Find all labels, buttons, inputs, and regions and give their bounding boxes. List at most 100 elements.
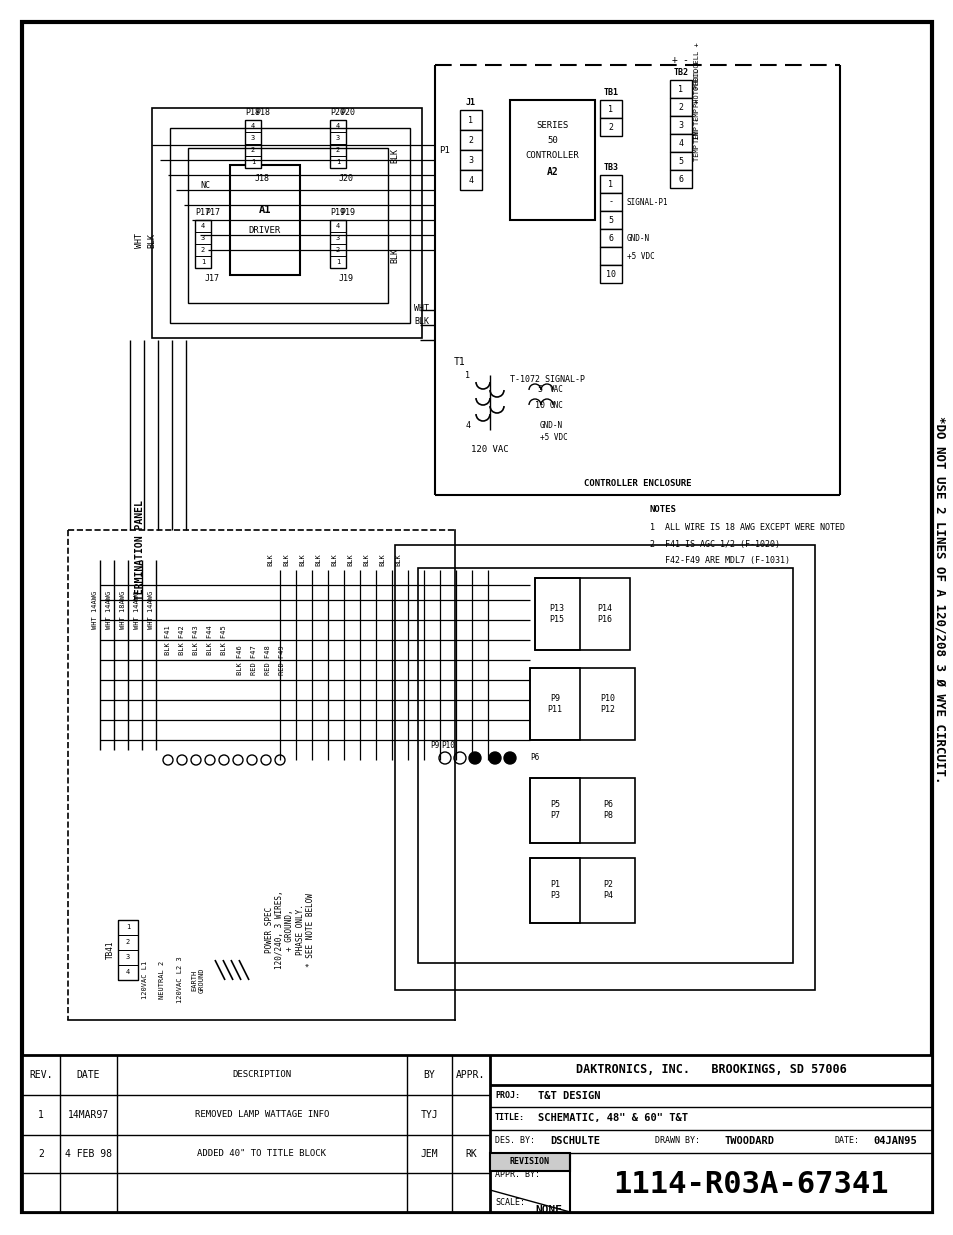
Text: WHT 14AWG: WHT 14AWG xyxy=(106,590,112,629)
Text: DES. BY:: DES. BY: xyxy=(495,1136,535,1146)
Text: P18: P18 xyxy=(255,107,271,116)
Text: WHT 14AWG: WHT 14AWG xyxy=(133,590,140,629)
Text: P17: P17 xyxy=(195,207,211,216)
Text: T1: T1 xyxy=(454,357,465,367)
Bar xyxy=(599,266,621,283)
Text: 2: 2 xyxy=(126,939,130,945)
Text: 120 VAC: 120 VAC xyxy=(471,446,508,454)
Text: POWER SPEC
120/240, 3 WIRES,
+ GROUND,
PHASE ONLY.
* SEE NOTE BELOW: POWER SPEC 120/240, 3 WIRES, + GROUND, P… xyxy=(264,890,315,969)
Text: P14
P16: P14 P16 xyxy=(597,604,612,624)
Text: TEMP IN: TEMP IN xyxy=(693,131,700,161)
Text: PROJ:: PROJ: xyxy=(495,1092,519,1100)
Text: J20: J20 xyxy=(338,173,354,183)
Text: BLK: BLK xyxy=(363,553,369,567)
Text: BLK F41: BLK F41 xyxy=(165,625,171,655)
Bar xyxy=(599,228,621,247)
Text: 2: 2 xyxy=(468,136,473,144)
Text: 3: 3 xyxy=(251,135,254,141)
Text: BLK F46: BLK F46 xyxy=(236,645,243,674)
Text: J18: J18 xyxy=(254,173,269,183)
Text: APPR.: APPR. xyxy=(456,1070,485,1079)
Text: 2: 2 xyxy=(678,103,682,111)
Bar xyxy=(530,668,635,740)
Text: A1: A1 xyxy=(258,205,271,215)
Text: P20: P20 xyxy=(330,107,345,116)
Text: 3: 3 xyxy=(126,953,130,960)
Bar xyxy=(669,152,691,170)
Bar xyxy=(599,211,621,228)
Text: RED F47: RED F47 xyxy=(251,645,256,674)
Text: BLK: BLK xyxy=(395,553,400,567)
Text: CONTROLLER: CONTROLLER xyxy=(525,151,578,159)
Text: 10: 10 xyxy=(605,269,616,279)
Text: 3: 3 xyxy=(335,235,340,241)
Text: TEMP +: TEMP + xyxy=(693,100,700,125)
Text: 1: 1 xyxy=(608,105,613,114)
Bar xyxy=(118,935,138,950)
Text: APPR. BY:: APPR. BY: xyxy=(495,1171,539,1179)
Text: P13
P15: P13 P15 xyxy=(549,604,564,624)
Text: NONE: NONE xyxy=(535,1205,561,1215)
Text: TITLE:: TITLE: xyxy=(495,1114,524,1123)
Text: P18: P18 xyxy=(245,107,260,116)
Text: WHT 18AWG: WHT 18AWG xyxy=(120,590,126,629)
Text: 4: 4 xyxy=(335,124,340,128)
Text: GND-N: GND-N xyxy=(539,420,562,430)
Bar xyxy=(599,100,621,119)
Text: 1: 1 xyxy=(465,370,470,379)
Text: NOTES: NOTES xyxy=(649,505,677,515)
Text: F42-F49 ARE MDL7 (F-1031): F42-F49 ARE MDL7 (F-1031) xyxy=(649,556,789,564)
Bar xyxy=(459,170,481,190)
Bar xyxy=(530,858,579,923)
Bar xyxy=(459,149,481,170)
Text: P2
P4: P2 P4 xyxy=(602,881,613,900)
Text: 50: 50 xyxy=(547,136,558,144)
Text: BLK: BLK xyxy=(390,247,399,263)
Text: DRAWN BY:: DRAWN BY: xyxy=(655,1136,700,1146)
Text: 04JAN95: 04JAN95 xyxy=(872,1136,916,1146)
Text: 3: 3 xyxy=(678,121,682,130)
Text: P19: P19 xyxy=(330,207,345,216)
Bar xyxy=(118,965,138,981)
Text: 1: 1 xyxy=(201,259,205,266)
Text: BLK: BLK xyxy=(148,232,156,247)
Text: -: - xyxy=(608,198,613,206)
Text: P1
P3: P1 P3 xyxy=(550,881,559,900)
Text: 120VAC L2 3: 120VAC L2 3 xyxy=(177,957,183,1003)
Text: 3: 3 xyxy=(201,235,205,241)
Text: BLK F44: BLK F44 xyxy=(207,625,213,655)
Text: DAKTRONICS, INC.   BROOKINGS, SD 57006: DAKTRONICS, INC. BROOKINGS, SD 57006 xyxy=(575,1063,845,1077)
Text: J17: J17 xyxy=(204,273,219,283)
Text: 2  F41 IS AGC 1/2 (F-1020): 2 F41 IS AGC 1/2 (F-1020) xyxy=(649,540,780,548)
Text: 4: 4 xyxy=(335,224,340,228)
Text: DESCRIPTION: DESCRIPTION xyxy=(233,1071,292,1079)
Text: *DO NOT USE 2 LINES OF A 120/208 3 Ø WYE CIRCUIT.: *DO NOT USE 2 LINES OF A 120/208 3 Ø WYE… xyxy=(933,416,945,784)
Text: DATE:: DATE: xyxy=(834,1136,859,1146)
Bar xyxy=(530,858,635,923)
Bar xyxy=(459,130,481,149)
Bar xyxy=(230,165,299,275)
Text: 1: 1 xyxy=(38,1110,44,1120)
Bar xyxy=(599,175,621,193)
Text: TEMP -: TEMP - xyxy=(693,117,700,143)
Text: SERIES: SERIES xyxy=(536,121,568,130)
Text: BLK: BLK xyxy=(283,553,289,567)
Circle shape xyxy=(489,752,500,764)
Text: WHT 14AWG: WHT 14AWG xyxy=(91,590,98,629)
Text: BLK F43: BLK F43 xyxy=(193,625,199,655)
Circle shape xyxy=(503,752,516,764)
Text: RED F48: RED F48 xyxy=(265,645,271,674)
Circle shape xyxy=(469,752,480,764)
Text: PHOTOCELL -: PHOTOCELL - xyxy=(693,61,700,107)
Text: REMOVED LAMP WATTAGE INFO: REMOVED LAMP WATTAGE INFO xyxy=(194,1110,329,1119)
Bar xyxy=(669,170,691,188)
Text: 4 FEB 98: 4 FEB 98 xyxy=(65,1149,112,1158)
Bar xyxy=(599,119,621,136)
Bar xyxy=(669,80,691,98)
Text: TB41: TB41 xyxy=(106,941,114,960)
Bar xyxy=(459,110,481,130)
Text: 1114-R03A-67341: 1114-R03A-67341 xyxy=(613,1171,888,1199)
Bar xyxy=(530,778,579,844)
Text: 5: 5 xyxy=(608,215,613,225)
Text: P1: P1 xyxy=(439,146,450,154)
